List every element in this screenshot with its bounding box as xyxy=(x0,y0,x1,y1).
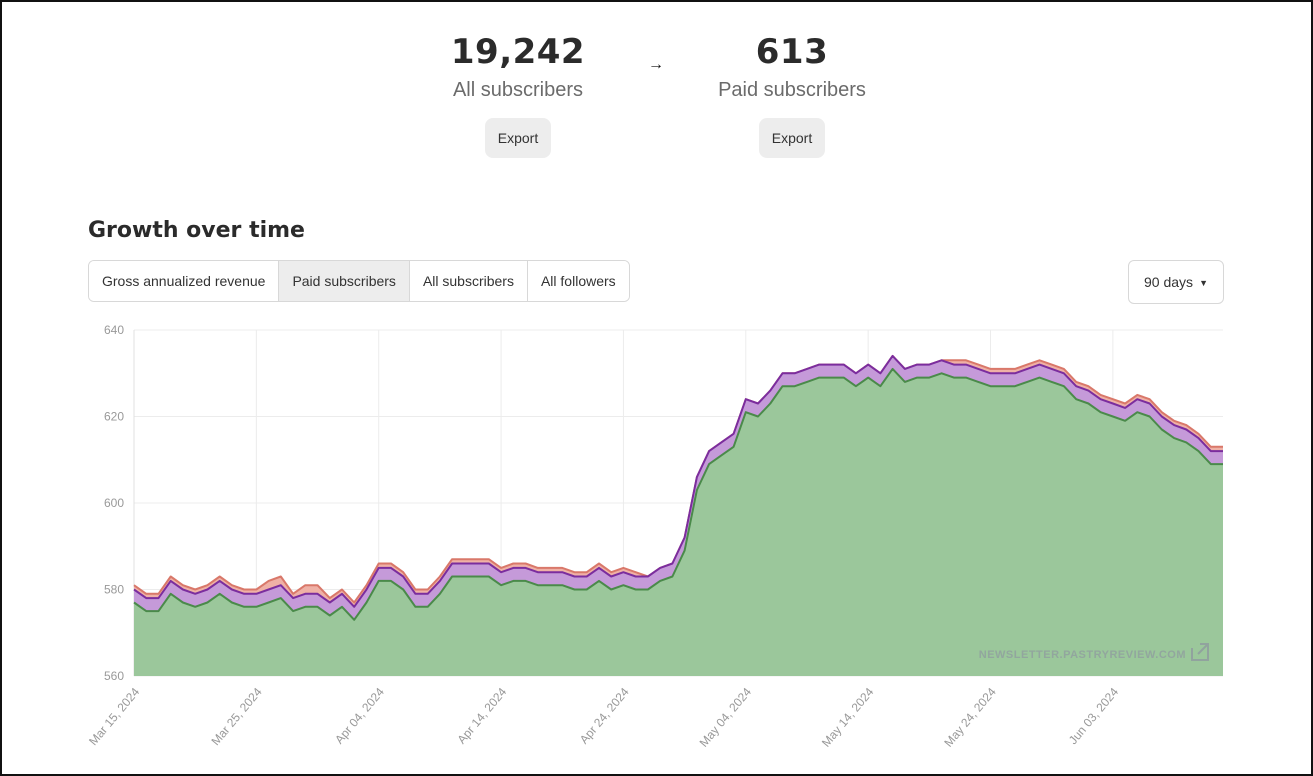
y-tick-label: 580 xyxy=(104,583,124,597)
stats-summary: 19,242 All subscribers Export → 613 Paid… xyxy=(0,30,1313,170)
y-tick-label: 620 xyxy=(104,410,124,424)
tab-gross-annualized-revenue[interactable]: Gross annualized revenue xyxy=(89,261,280,301)
series-line-green xyxy=(133,367,1223,621)
arrow-right-icon: → xyxy=(648,56,664,73)
x-tick-label: Mar 25, 2024 xyxy=(208,685,264,748)
caret-down-icon: ▼ xyxy=(1199,278,1208,288)
y-tick-label: 640 xyxy=(104,323,124,337)
series-area-green xyxy=(134,368,1223,676)
stat-all-subscribers: 19,242 All subscribers Export xyxy=(418,30,618,158)
all-subscribers-label: All subscribers xyxy=(452,79,584,101)
x-tick-label: Apr 14, 2024 xyxy=(454,685,509,747)
paid-subscribers-label: Paid subscribers xyxy=(718,79,866,101)
watermark-text: NEWSLETTER.PASTRYREVIEW.COM xyxy=(979,649,1186,661)
date-range-label: 90 days xyxy=(1144,274,1194,290)
tab-all-subscribers[interactable]: All subscribers xyxy=(409,261,528,301)
export-all-subscribers-button[interactable]: Export xyxy=(484,118,552,158)
x-tick-label: Jun 03, 2024 xyxy=(1066,685,1122,747)
paid-subscribers-count: 613 xyxy=(755,32,829,72)
x-tick-label: Mar 15, 2024 xyxy=(86,685,142,748)
series-line-purple xyxy=(133,354,1223,608)
external-link-icon xyxy=(1191,643,1209,661)
metric-tabs: Gross annualized revenue Paid subscriber… xyxy=(88,260,630,302)
section-title: Growth over time xyxy=(88,218,305,243)
x-tick-label: May 24, 2024 xyxy=(941,685,999,750)
x-tick-label: May 14, 2024 xyxy=(819,685,877,750)
export-paid-subscribers-button[interactable]: Export xyxy=(758,118,826,158)
x-tick-label: Apr 04, 2024 xyxy=(332,685,387,747)
all-subscribers-count: 19,242 xyxy=(450,32,586,72)
y-tick-label: 560 xyxy=(104,669,124,683)
date-range-dropdown[interactable]: 90 days ▼ xyxy=(1128,260,1224,304)
stat-paid-subscribers: 613 Paid subscribers Export xyxy=(692,30,892,158)
y-tick-label: 600 xyxy=(104,496,124,510)
x-tick-label: Apr 24, 2024 xyxy=(577,685,632,747)
tab-all-followers[interactable]: All followers xyxy=(527,261,629,301)
x-tick-label: May 04, 2024 xyxy=(697,685,755,750)
tab-paid-subscribers[interactable]: Paid subscribers xyxy=(279,261,410,301)
